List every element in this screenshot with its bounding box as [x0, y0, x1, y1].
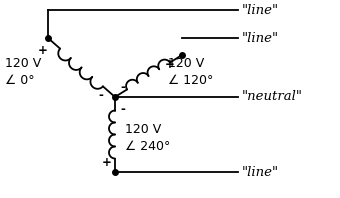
Text: 120 V
∠ 240°: 120 V ∠ 240°	[125, 123, 170, 153]
Text: "line": "line"	[242, 4, 279, 16]
Text: +: +	[165, 58, 175, 71]
Text: -: -	[99, 89, 103, 102]
Text: "neutral": "neutral"	[242, 90, 303, 104]
Text: -: -	[121, 103, 125, 115]
Text: -: -	[121, 81, 125, 93]
Text: +: +	[38, 44, 48, 56]
Text: 120 V
∠ 0°: 120 V ∠ 0°	[5, 57, 41, 87]
Text: "line": "line"	[242, 31, 279, 45]
Text: 120 V
∠ 120°: 120 V ∠ 120°	[168, 57, 214, 87]
Text: "line": "line"	[242, 166, 279, 179]
Text: +: +	[102, 155, 112, 168]
